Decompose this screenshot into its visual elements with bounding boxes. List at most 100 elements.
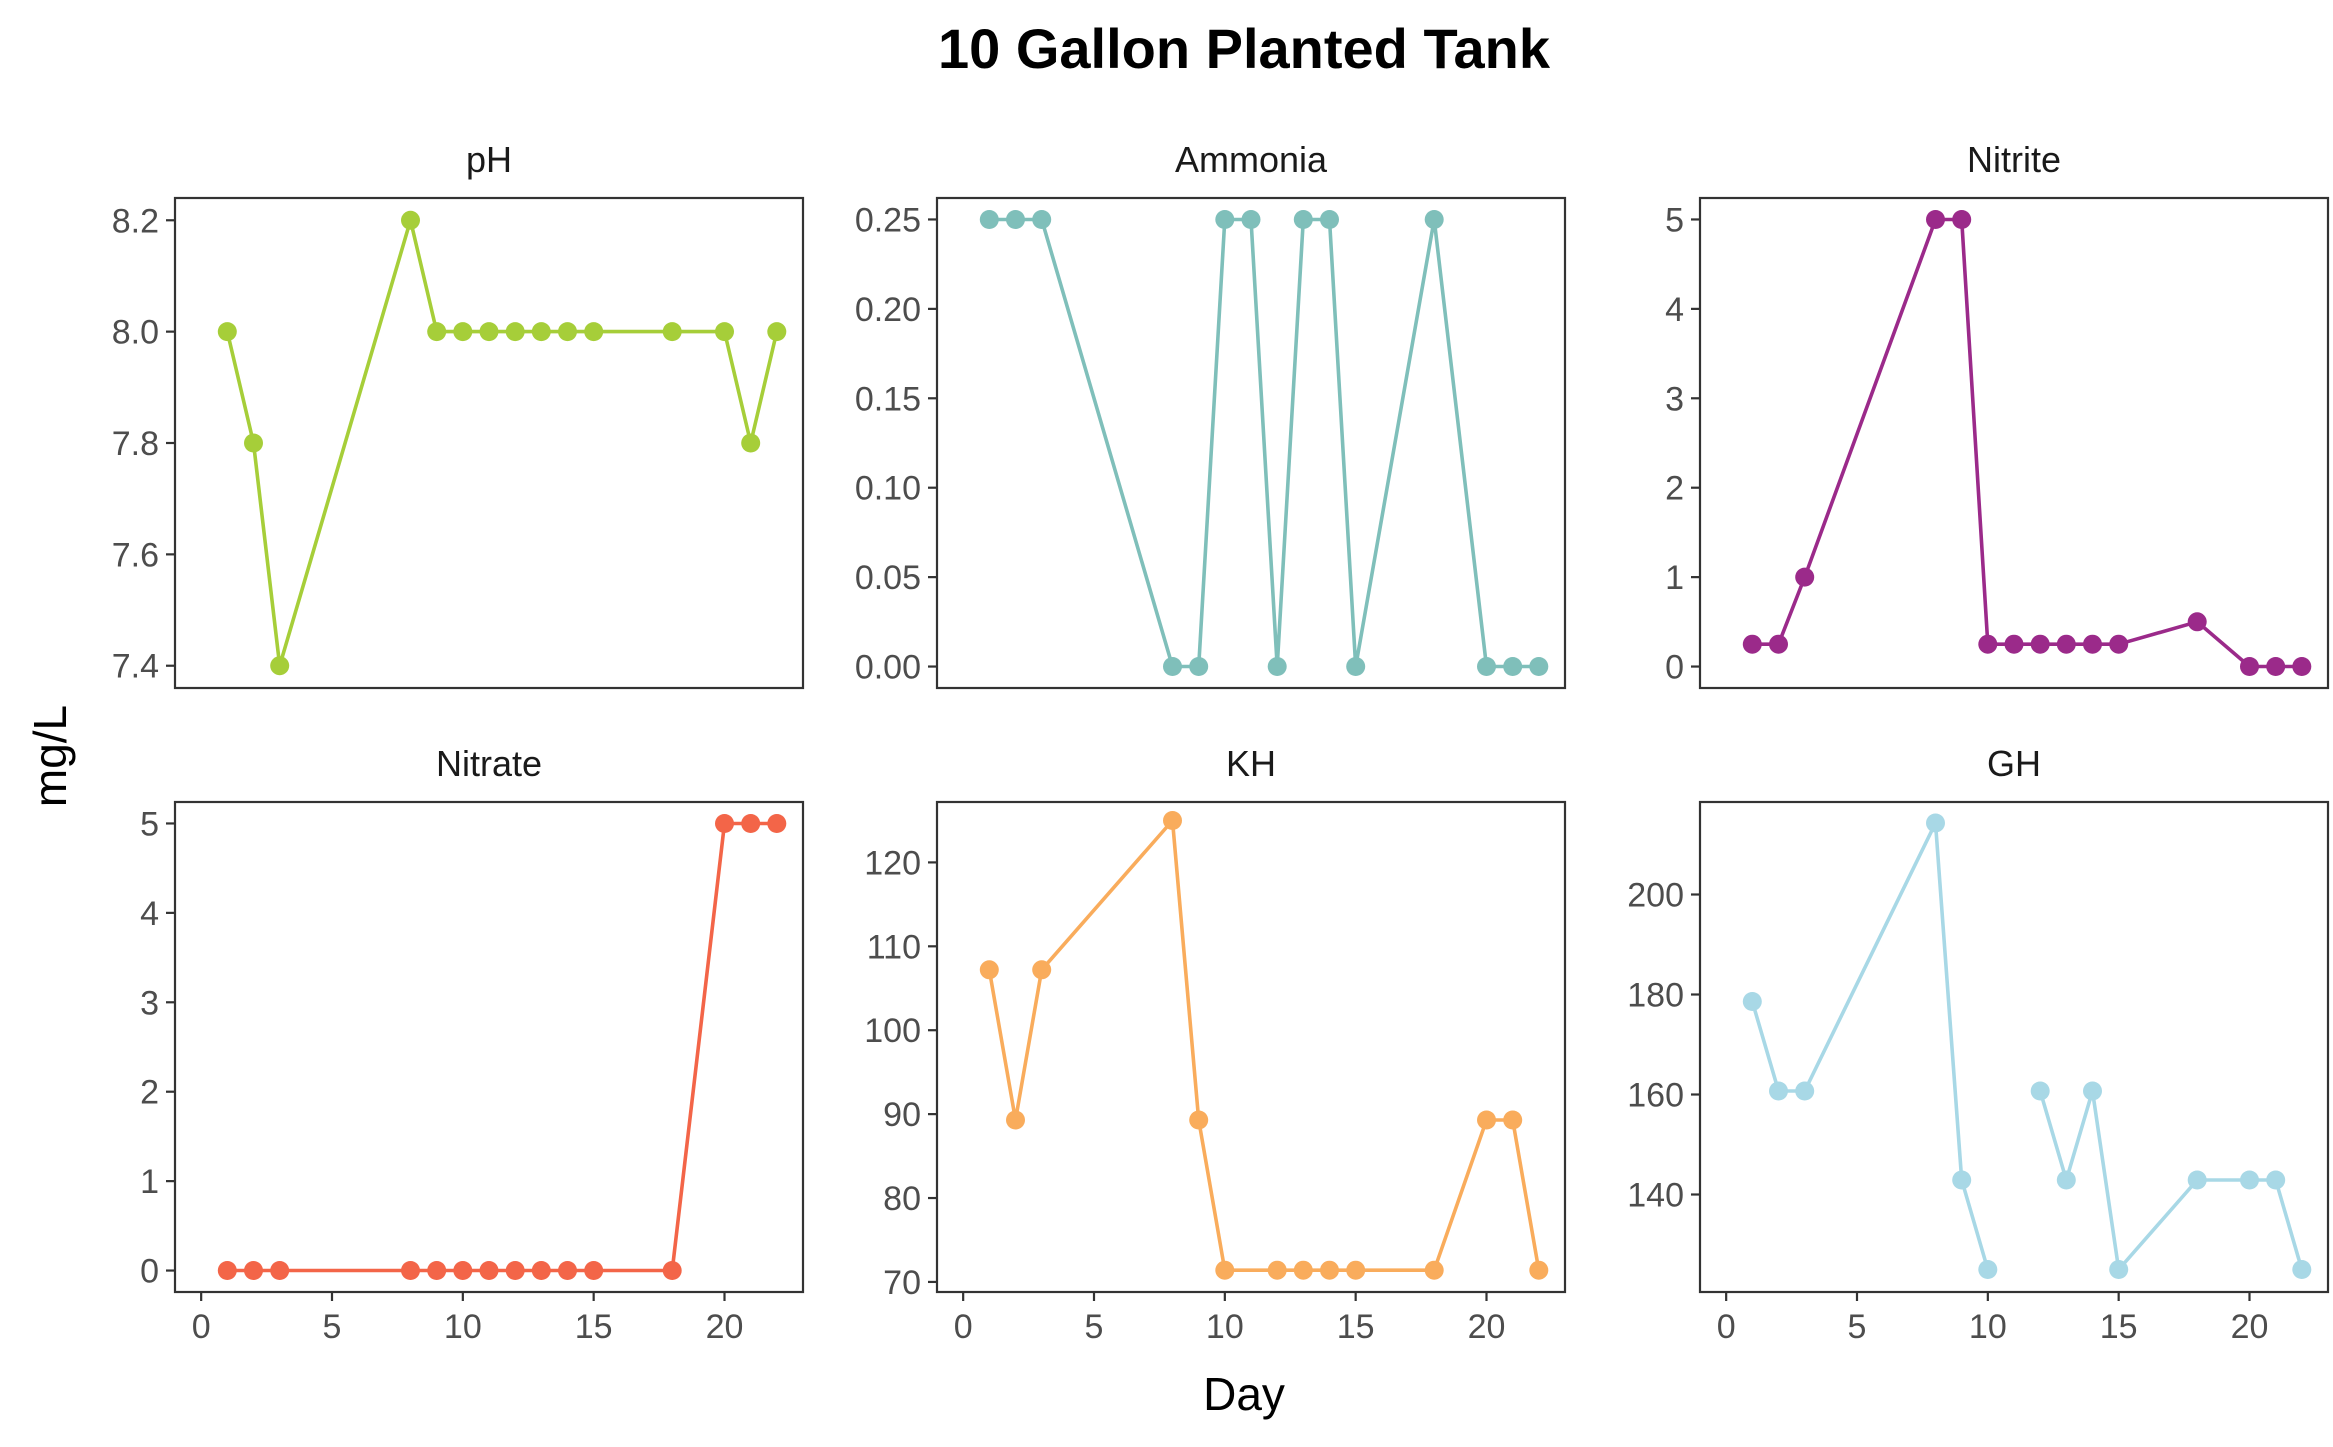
panel-gh: GH 140 160 180 200 0 5 10 15 20 — [1627, 743, 2330, 1346]
data-point — [1742, 634, 1762, 654]
y-tick-label: 2 — [1665, 470, 1684, 508]
data-point — [505, 322, 525, 342]
data-point — [1163, 657, 1182, 676]
data-point — [1320, 210, 1339, 229]
data-point — [1006, 1110, 1025, 1130]
x-axis-title: Day — [1203, 1368, 1285, 1420]
data-point — [1477, 657, 1496, 676]
data-point — [2083, 634, 2102, 654]
data-point — [2187, 1170, 2207, 1190]
y-tick-label: 0.25 — [855, 201, 921, 239]
data-point — [1978, 1260, 1998, 1279]
data-point — [1215, 210, 1235, 229]
data-point — [505, 1261, 525, 1280]
data-point — [217, 322, 237, 342]
y-tick-label: 8.0 — [112, 314, 159, 352]
x-tick-label: 20 — [2231, 1308, 2269, 1346]
data-point — [2187, 612, 2207, 632]
y-tick-label: 4 — [1665, 291, 1684, 329]
x-tick-label: 10 — [1206, 1308, 1244, 1346]
y-tick-label: 7.4 — [112, 648, 159, 686]
data-point — [1742, 992, 1762, 1011]
data-point — [2240, 657, 2259, 676]
data-point — [2030, 634, 2050, 654]
data-point — [1477, 1110, 1496, 1130]
data-point — [584, 322, 604, 342]
data-point — [1267, 657, 1287, 676]
panel-label: GH — [1987, 743, 2041, 784]
y-tick-label: 0.00 — [855, 649, 921, 687]
data-point — [767, 814, 787, 833]
data-point — [531, 322, 551, 342]
panel-frame — [173, 800, 805, 1294]
y-tick-label: 1 — [140, 1163, 159, 1201]
y-tick-label: 0.20 — [855, 291, 921, 329]
x-tick-label: 15 — [2100, 1308, 2138, 1346]
panel-ph: pH 7.4 7.6 7.8 8.0 8.2 — [112, 139, 805, 690]
y-tick-label: 0.10 — [855, 470, 921, 508]
data-point — [479, 322, 499, 342]
x-tick-label: 20 — [706, 1308, 744, 1346]
data-point — [1503, 657, 1523, 676]
data-point — [2109, 634, 2129, 654]
data-point — [741, 433, 761, 453]
data-point — [741, 814, 761, 833]
data-point — [2266, 1170, 2286, 1190]
data-point — [531, 1261, 551, 1280]
series-line-gh — [1750, 821, 1990, 1271]
panel-frame — [1698, 800, 2330, 1294]
y-tick-label: 90 — [883, 1096, 921, 1134]
y-tick-label: 3 — [140, 984, 159, 1022]
series-line-ph — [225, 218, 779, 668]
data-point — [1795, 1081, 1815, 1101]
data-point — [1032, 960, 1052, 980]
data-point — [1952, 1170, 1972, 1190]
data-point — [1926, 210, 1945, 229]
y-tick-label: 7.6 — [112, 536, 159, 574]
y-tick-label: 8.2 — [112, 202, 159, 240]
data-point — [2083, 1081, 2102, 1101]
data-point — [453, 322, 473, 342]
data-point — [662, 1261, 682, 1280]
y-tick-label: 160 — [1627, 1077, 1684, 1115]
panel-frame — [173, 196, 805, 690]
data-point — [1952, 210, 1972, 229]
data-point — [1346, 1260, 1366, 1280]
y-tick-label: 0.15 — [855, 380, 921, 418]
facet-panels: pH 7.4 7.6 7.8 8.0 8.2 Ammonia 0.00 0.05 0.10 0.15… — [112, 139, 2330, 1346]
x-tick-label: 5 — [323, 1308, 342, 1346]
data-point — [1978, 634, 1998, 654]
data-point — [1769, 634, 1788, 654]
panel-nitrite: Nitrite 0 1 2 3 4 5 — [1665, 139, 2330, 690]
data-point — [244, 1261, 263, 1280]
y-tick-label: 5 — [1665, 201, 1684, 239]
panel-label: Ammonia — [1175, 139, 1328, 180]
y-tick-label: 120 — [864, 844, 921, 882]
data-point — [2056, 634, 2076, 654]
y-tick-label: 0 — [1665, 649, 1684, 687]
data-point — [2240, 1170, 2259, 1190]
data-point — [2056, 1170, 2076, 1190]
data-point — [1163, 811, 1182, 830]
y-tick-label: 70 — [883, 1264, 921, 1302]
series-line-nitrite — [1752, 217, 2302, 669]
panel-nitrate: Nitrate 0 1 2 3 4 5 0 5 10 15 20 — [140, 743, 805, 1346]
data-point — [1795, 567, 1815, 587]
y-tick-label: 4 — [140, 895, 159, 933]
data-point — [1293, 210, 1313, 229]
y-axis-title: mg/L — [24, 705, 76, 807]
x-tick-label: 0 — [192, 1308, 211, 1346]
data-point — [2004, 634, 2024, 654]
data-point — [427, 1261, 447, 1280]
data-point — [767, 322, 787, 342]
panel-label: Nitrate — [436, 743, 542, 784]
data-point — [401, 210, 420, 230]
data-point — [1032, 210, 1052, 229]
panel-frame — [935, 800, 1567, 1294]
data-point — [453, 1261, 473, 1280]
y-tick-label: 200 — [1627, 877, 1684, 915]
series-line-ammonia — [989, 217, 1539, 669]
panel-frame — [935, 196, 1567, 690]
